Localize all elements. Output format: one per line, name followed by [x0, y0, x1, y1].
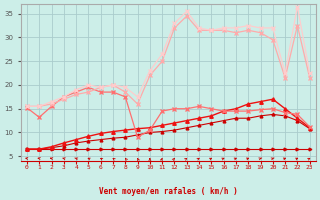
X-axis label: Vent moyen/en rafales ( km/h ): Vent moyen/en rafales ( km/h ) [99, 187, 238, 196]
